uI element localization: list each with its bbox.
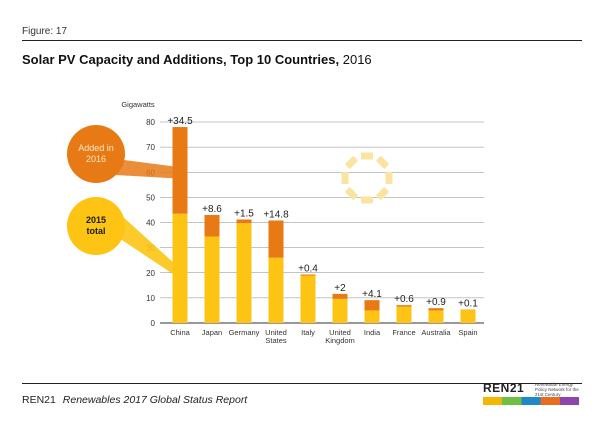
top-rule	[22, 40, 582, 41]
x-tick-label: Australia	[421, 328, 451, 337]
bottom-rule	[22, 383, 582, 384]
y-axis-label: Gigawatts	[121, 100, 155, 109]
sun-icon-ray	[361, 196, 373, 204]
x-tick-label: France	[392, 328, 415, 337]
chart-title-year: 2016	[342, 52, 372, 67]
data-label: +1.5	[234, 208, 254, 219]
legend-label-total: total	[87, 226, 106, 236]
sun-icon-ray	[341, 172, 349, 184]
y-tick-label: 0	[151, 319, 156, 328]
legend-marker-added	[67, 125, 125, 183]
x-tick-label: United	[329, 328, 351, 337]
bar-2015-total	[236, 223, 252, 323]
bar-added-2016	[172, 127, 188, 214]
legend-label-total: 2015	[86, 215, 106, 225]
bar-2015-total	[300, 275, 316, 323]
bar-added-2016	[428, 308, 444, 311]
x-tick-label: Kingdom	[325, 336, 355, 345]
logo-text: REN21	[483, 381, 525, 395]
ren21-logo: REN21 Renewable Energy Policy Network fo…	[483, 381, 579, 405]
data-label: +0.4	[298, 264, 318, 275]
data-label: +8.6	[202, 204, 222, 215]
x-tick-label: States	[265, 336, 287, 345]
x-tick-label: Japan	[202, 328, 222, 337]
bar-2015-total	[204, 236, 220, 323]
logo-tagline: Renewable Energy Policy Network for the …	[535, 382, 579, 397]
bar-added-2016	[364, 300, 380, 311]
sun-icon-ray	[376, 156, 389, 169]
bar-added-2016	[236, 219, 252, 224]
bar-2015-total	[460, 309, 476, 323]
sun-icon-ray	[385, 172, 393, 184]
footer-report: Renewables 2017 Global Status Report	[62, 394, 248, 406]
bar-2015-total	[332, 298, 348, 323]
x-tick-label: Spain	[458, 328, 477, 337]
y-tick-label: 10	[146, 294, 155, 303]
bar-added-2016	[396, 305, 412, 307]
legend-marker-total	[67, 197, 125, 255]
data-label: +2	[334, 283, 346, 294]
y-tick-label: 40	[146, 219, 155, 228]
chart-title-main: Solar PV Capacity and Additions, Top 10 …	[22, 52, 340, 67]
bar-2015-total	[364, 310, 380, 323]
y-tick-label: 70	[146, 143, 155, 152]
data-label: +0.9	[426, 297, 446, 308]
chart-title: Solar PV Capacity and Additions, Top 10 …	[22, 52, 372, 67]
bar-2015-total	[428, 310, 444, 323]
data-label: +0.6	[394, 294, 414, 305]
bar-added-2016	[204, 214, 220, 237]
data-label: +34.5	[167, 116, 193, 127]
y-tick-label: 50	[146, 193, 155, 202]
x-tick-label: Germany	[229, 328, 260, 337]
figure-label: Figure: 17	[22, 26, 68, 37]
sun-icon-ray	[345, 187, 358, 200]
footer: REN21 Renewables 2017 Global Status Repo…	[22, 394, 247, 406]
sun-icon-ray	[345, 156, 358, 169]
x-tick-label: India	[364, 328, 381, 337]
bar-2015-total	[396, 306, 412, 323]
solar-pv-chart: 01020304050607080Gigawatts+34.5China+8.6…	[67, 100, 484, 345]
legend-label-added: Added in	[78, 143, 114, 153]
x-tick-label: United	[265, 328, 287, 337]
sun-icon-ray	[376, 187, 389, 200]
bar-added-2016	[332, 293, 348, 299]
bar-2015-total	[268, 257, 284, 323]
legend-connector-total	[116, 216, 173, 274]
x-tick-label: China	[170, 328, 190, 337]
legend-connector-added	[116, 160, 173, 179]
y-tick-label: 20	[146, 269, 155, 278]
data-label: +14.8	[263, 209, 289, 220]
legend-label-added: 2016	[86, 154, 106, 164]
bar-added-2016	[300, 274, 316, 276]
bar-2015-total	[172, 213, 188, 323]
sun-icon-ray	[361, 152, 373, 160]
x-tick-label: Italy	[301, 328, 315, 337]
logo-stripe	[483, 397, 579, 405]
data-label: +0.1	[458, 298, 478, 309]
data-label: +4.1	[362, 289, 382, 300]
y-tick-label: 80	[146, 118, 155, 127]
footer-org: REN21	[22, 394, 56, 406]
bar-added-2016	[268, 220, 284, 258]
